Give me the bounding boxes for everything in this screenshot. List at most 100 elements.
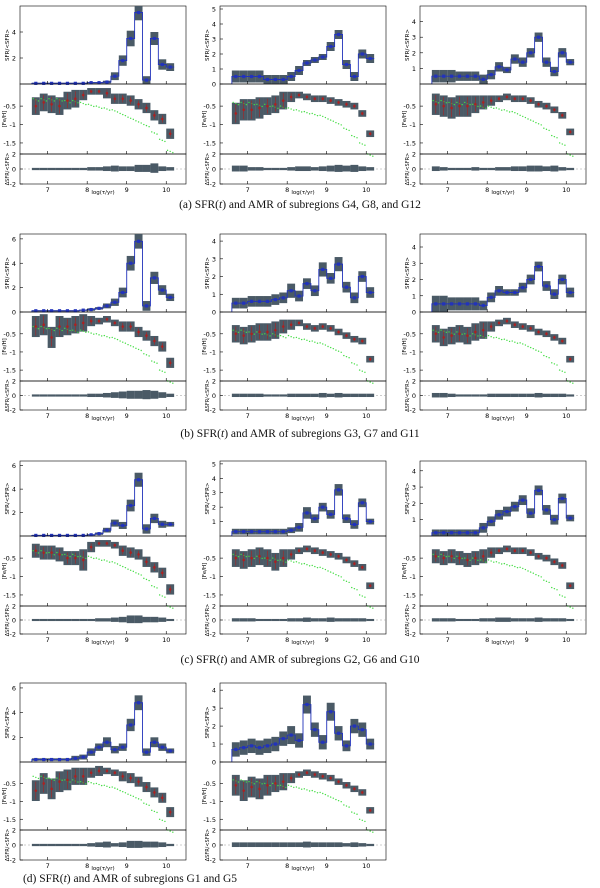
amr-model-dot	[327, 345, 329, 348]
sfr-point	[313, 728, 317, 732]
amr-model-dot	[348, 129, 350, 132]
sfr-point	[168, 295, 172, 299]
amr-model-dot	[95, 782, 98, 785]
amr-model-dot	[132, 346, 135, 348]
amr-model-dot	[551, 362, 553, 364]
amr-model-dot	[145, 124, 148, 127]
amr-model-dot	[522, 343, 524, 345]
sfr-point	[336, 32, 341, 37]
amr-model-dot	[153, 810, 156, 813]
amr-point	[74, 556, 77, 560]
amr-point	[529, 99, 532, 102]
amr-model-dot	[114, 562, 116, 564]
amr-model-dot	[343, 127, 345, 129]
amr-point	[368, 809, 372, 812]
amr-model-dot	[537, 123, 540, 125]
resid-box	[287, 393, 296, 398]
caption-pre: SFR(	[196, 654, 221, 666]
amr-point	[434, 102, 438, 106]
amr-model-dot	[372, 831, 374, 833]
amr-point	[66, 556, 69, 560]
amr-model-dot	[453, 333, 455, 335]
resid-box	[103, 841, 111, 848]
amr-model-dot	[87, 331, 90, 333]
resid-box	[479, 167, 488, 171]
amr-y-tick-label: -1	[10, 348, 16, 356]
caption-label: (b)	[180, 428, 194, 440]
amr-model-dot	[37, 552, 40, 554]
amr-model-dot	[53, 554, 55, 556]
amr-model-dot	[514, 341, 516, 343]
amr-y-tick-label: -0.5	[403, 330, 416, 338]
resid-box	[271, 842, 280, 848]
amr-point	[145, 560, 148, 564]
resid-box	[134, 390, 143, 399]
amr-model-dot	[516, 113, 519, 115]
caption-pre: SFR(	[196, 428, 221, 440]
amr-model-dot	[98, 334, 100, 336]
x-tick-label: 8	[485, 636, 489, 644]
amr-point	[513, 549, 517, 553]
amr-model-dot	[495, 107, 498, 109]
resid-box	[510, 618, 519, 622]
chart-g6: 12345SFR/<SFR>-0.5-1-1.5[Fe/H]-202ΔSFR/<…	[202, 460, 387, 646]
resid-y-axis-label: ΔSFR/<SFR>	[205, 153, 211, 186]
sfr-y-axis-label: SFR/<SFR>	[5, 29, 11, 61]
sfr-point	[473, 74, 477, 78]
amr-model-dot	[169, 150, 171, 153]
amr-model-dot	[479, 334, 482, 337]
x-tick-label: 8	[485, 186, 489, 194]
sfr-point	[552, 292, 556, 296]
resid-box	[334, 842, 343, 848]
amr-point	[329, 776, 332, 780]
sfr-point	[57, 533, 62, 538]
amr-model-dot	[493, 561, 495, 563]
x-tick-label: 8	[85, 636, 89, 644]
sfr-point	[560, 496, 564, 501]
amr-y-axis-label: [Fe/H]	[2, 788, 8, 805]
sfr-point	[121, 59, 125, 63]
sfr-point	[313, 517, 317, 521]
amr-model-dot	[511, 340, 513, 342]
sfr-y-tick-label: 3	[212, 36, 216, 44]
sfr-y-tick-label: 0	[412, 309, 416, 317]
caption-post: ) and AMR of subregions G4, G8, and G12	[222, 199, 421, 211]
amr-model-dot	[69, 102, 71, 104]
sfr-y-tick-label: 1	[412, 516, 416, 524]
x-tick-label: 7	[46, 412, 50, 420]
amr-model-dot	[153, 586, 156, 588]
amr-point	[266, 783, 269, 787]
amr-point	[50, 102, 53, 106]
sfr-point	[265, 299, 270, 303]
resid-box	[279, 394, 288, 397]
amr-model-dot	[327, 795, 329, 797]
amr-point	[34, 789, 38, 792]
amr-model-dot	[232, 553, 234, 556]
amr-model-dot	[314, 791, 316, 793]
amr-model-dot	[129, 794, 132, 796]
amr-model-dot	[300, 563, 303, 565]
resid-y-tick-label: -2	[210, 181, 216, 189]
amr-model-dot	[161, 139, 163, 142]
amr-point	[168, 588, 172, 591]
amr-point	[568, 130, 572, 134]
amr-point	[305, 325, 309, 328]
amr-model-dot	[329, 796, 332, 798]
sfr-point	[289, 74, 293, 79]
amr-point	[505, 319, 509, 323]
sfr-point	[505, 68, 509, 72]
sfr-y-tick-label: 3	[212, 255, 216, 263]
resid-box	[271, 167, 280, 171]
amr-model-dot	[169, 381, 171, 383]
resid-y-tick-label: -2	[10, 631, 16, 639]
resid-box	[439, 618, 448, 622]
amr-model-dot	[261, 557, 263, 560]
resid-box	[79, 618, 88, 622]
resid-box	[118, 842, 127, 848]
amr-model-dot	[508, 565, 511, 567]
amr-model-dot	[137, 798, 140, 800]
amr-model-dot	[308, 340, 311, 343]
amr-model-dot	[506, 339, 508, 342]
amr-model-dot	[495, 561, 498, 563]
amr-model-dot	[372, 607, 374, 609]
